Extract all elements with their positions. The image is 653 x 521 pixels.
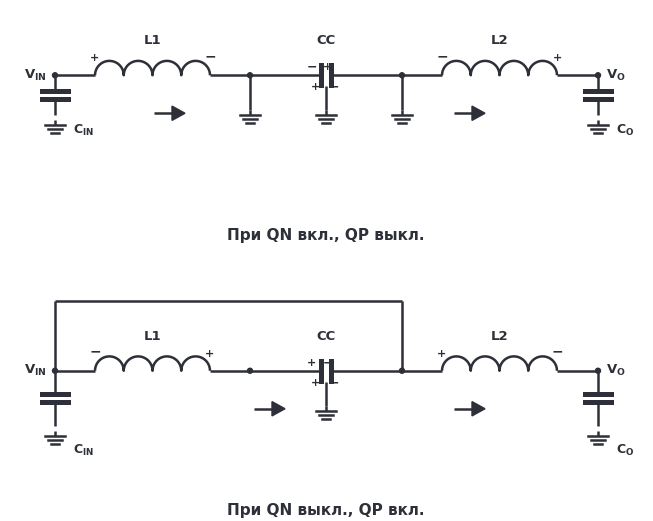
Text: $\mathbf{C_{IN}}$: $\mathbf{C_{IN}}$ bbox=[73, 443, 94, 458]
Text: $\mathbf{V_O}$: $\mathbf{V_O}$ bbox=[606, 363, 626, 378]
Text: +: + bbox=[438, 349, 447, 359]
Text: $\mathbf{C_O}$: $\mathbf{C_O}$ bbox=[616, 443, 634, 458]
Circle shape bbox=[596, 368, 601, 373]
Text: +: + bbox=[308, 358, 317, 368]
Text: +: + bbox=[90, 53, 100, 63]
Text: +: + bbox=[323, 62, 332, 72]
Text: −: − bbox=[328, 376, 340, 389]
Circle shape bbox=[400, 73, 404, 78]
Text: −: − bbox=[323, 356, 333, 369]
Text: $\mathbf{C_O}$: $\mathbf{C_O}$ bbox=[616, 123, 634, 138]
Polygon shape bbox=[172, 106, 185, 120]
Circle shape bbox=[52, 368, 57, 373]
Text: L2: L2 bbox=[490, 34, 508, 47]
Polygon shape bbox=[472, 106, 485, 120]
Text: −: − bbox=[89, 345, 101, 359]
Circle shape bbox=[400, 368, 404, 373]
Text: −: − bbox=[204, 49, 215, 63]
Text: CC: CC bbox=[316, 34, 336, 47]
Polygon shape bbox=[472, 402, 485, 416]
Text: CC: CC bbox=[316, 330, 336, 343]
Text: −: − bbox=[328, 81, 340, 94]
Text: L1: L1 bbox=[144, 34, 161, 47]
Text: +: + bbox=[311, 378, 321, 388]
Text: +: + bbox=[311, 82, 321, 92]
Text: $\mathbf{C_{IN}}$: $\mathbf{C_{IN}}$ bbox=[73, 123, 94, 138]
Text: При QN вкл., QP выкл.: При QN вкл., QP выкл. bbox=[227, 228, 424, 243]
Text: $\mathbf{V_O}$: $\mathbf{V_O}$ bbox=[606, 68, 626, 83]
Text: $\mathbf{V_{IN}}$: $\mathbf{V_{IN}}$ bbox=[24, 68, 47, 83]
Text: +: + bbox=[206, 349, 215, 359]
Text: −: − bbox=[307, 61, 317, 74]
Text: L2: L2 bbox=[490, 330, 508, 343]
Text: −: − bbox=[551, 345, 563, 359]
Text: $\mathbf{V_{IN}}$: $\mathbf{V_{IN}}$ bbox=[24, 363, 47, 378]
Polygon shape bbox=[272, 402, 285, 416]
Text: −: − bbox=[436, 49, 448, 63]
Text: L1: L1 bbox=[144, 330, 161, 343]
Circle shape bbox=[247, 368, 253, 373]
Text: При QN выкл., QP вкл.: При QN выкл., QP вкл. bbox=[227, 503, 424, 518]
Circle shape bbox=[596, 73, 601, 78]
Circle shape bbox=[247, 73, 253, 78]
Circle shape bbox=[52, 73, 57, 78]
Text: +: + bbox=[552, 53, 562, 63]
